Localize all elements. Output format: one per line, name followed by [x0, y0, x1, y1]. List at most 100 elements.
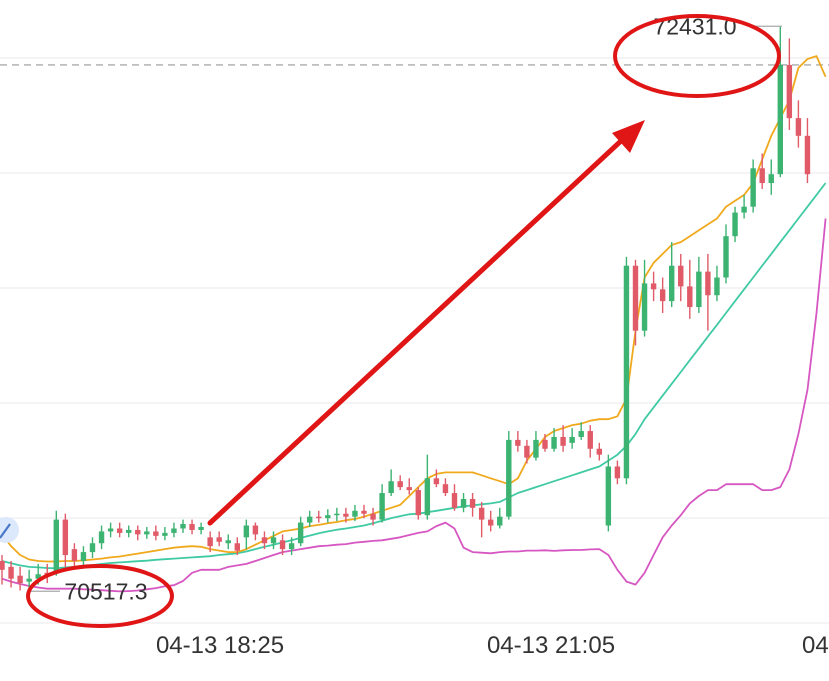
candle-78: [705, 253, 711, 331]
candle-body: [243, 525, 250, 538]
draw-tool-icon-stroke: [0, 523, 11, 539]
candle-83: [750, 159, 756, 213]
candle-body: [451, 493, 458, 508]
candle-58: [524, 439, 530, 464]
candle-23: [207, 531, 213, 553]
candle-31: [279, 534, 286, 556]
candle-34: [307, 510, 313, 527]
candle-87: [786, 38, 793, 130]
candle-59: [533, 431, 539, 461]
candle-body: [732, 212, 738, 237]
candle-body: [669, 265, 675, 302]
candle-body: [388, 481, 394, 494]
candle-body: [144, 531, 150, 535]
candle-63: [569, 428, 575, 449]
candle-0: [0, 555, 5, 585]
candle-body: [297, 522, 304, 544]
candle-body: [8, 566, 14, 579]
candle-16: [144, 527, 150, 539]
candle-body: [107, 528, 114, 532]
candle-body: [795, 118, 802, 136]
candle-body: [198, 527, 204, 530]
candle-10: [89, 537, 96, 558]
candle-body: [687, 286, 693, 308]
candle-55: [497, 507, 503, 529]
candle-body: [379, 493, 385, 520]
candle-body: [89, 543, 96, 553]
candle-46: [415, 487, 421, 520]
high-price-circle: [613, 14, 781, 98]
candle-body: [650, 283, 657, 290]
candle-body: [17, 575, 23, 584]
candle-body: [533, 439, 539, 458]
candle-body: [515, 439, 521, 446]
candle-body: [696, 271, 702, 308]
candle-38: [343, 507, 349, 523]
candle-body: [98, 531, 105, 544]
candles: [0, 26, 811, 591]
candle-body: [415, 490, 421, 516]
candle-29: [261, 531, 268, 550]
candle-body: [578, 431, 584, 437]
candle-body: [334, 513, 340, 516]
candle-39: [352, 504, 358, 522]
lower-band-line: [1, 218, 827, 593]
candle-48: [433, 469, 440, 488]
candle-body: [352, 510, 358, 517]
candle-body: [126, 529, 132, 533]
candle-76: [687, 259, 693, 319]
x-tick-labels: 04-13 18:25 04-13 21:05 04: [156, 632, 829, 659]
candle-71: [641, 259, 648, 337]
candle-body: [768, 174, 774, 184]
candle-body: [804, 135, 811, 175]
candle-body: [71, 549, 78, 561]
draw-tool-icon[interactable]: [0, 517, 19, 543]
candle-body: [62, 519, 69, 556]
candle-35: [316, 510, 322, 523]
candle-body: [406, 487, 412, 491]
candle-82: [741, 194, 747, 219]
candle-body: [270, 537, 277, 544]
candle-body: [641, 283, 648, 331]
candle-15: [135, 525, 141, 541]
candle-70: [632, 259, 639, 346]
candle-body: [741, 206, 747, 213]
candle-88: [795, 100, 802, 148]
candle-body: [162, 532, 168, 536]
candle-body: [777, 64, 783, 175]
candle-41: [370, 507, 376, 526]
candle-67: [605, 454, 612, 532]
candle-body: [234, 543, 240, 551]
candle-89: [804, 118, 811, 184]
candle-11: [98, 525, 105, 550]
candle-66: [596, 442, 602, 461]
candle-body: [478, 507, 485, 520]
candle-26: [234, 537, 240, 556]
low-price-circle: [26, 564, 174, 628]
trend-arrow-shaft: [207, 137, 625, 526]
candle-18: [162, 527, 168, 541]
candle-32: [288, 537, 295, 556]
candle-body: [307, 516, 313, 523]
candle-72: [650, 271, 657, 302]
candle-body: [153, 531, 159, 536]
candle-49: [442, 478, 449, 496]
candle-body: [750, 168, 756, 207]
candle-body: [497, 516, 503, 526]
upper-band-line: [1, 55, 827, 563]
candle-body: [80, 552, 87, 561]
candle-body: [325, 515, 331, 519]
candle-body: [605, 466, 612, 526]
candle-body: [0, 560, 5, 570]
candle-14: [126, 525, 132, 538]
candle-84: [759, 153, 765, 189]
candle-body: [216, 537, 222, 542]
candle-73: [659, 277, 666, 313]
candle-33: [297, 516, 304, 547]
candle-body: [488, 519, 494, 526]
candle-body: [786, 64, 793, 119]
candle-81: [732, 206, 738, 243]
candle-body: [424, 478, 431, 516]
candle-65: [587, 425, 593, 458]
